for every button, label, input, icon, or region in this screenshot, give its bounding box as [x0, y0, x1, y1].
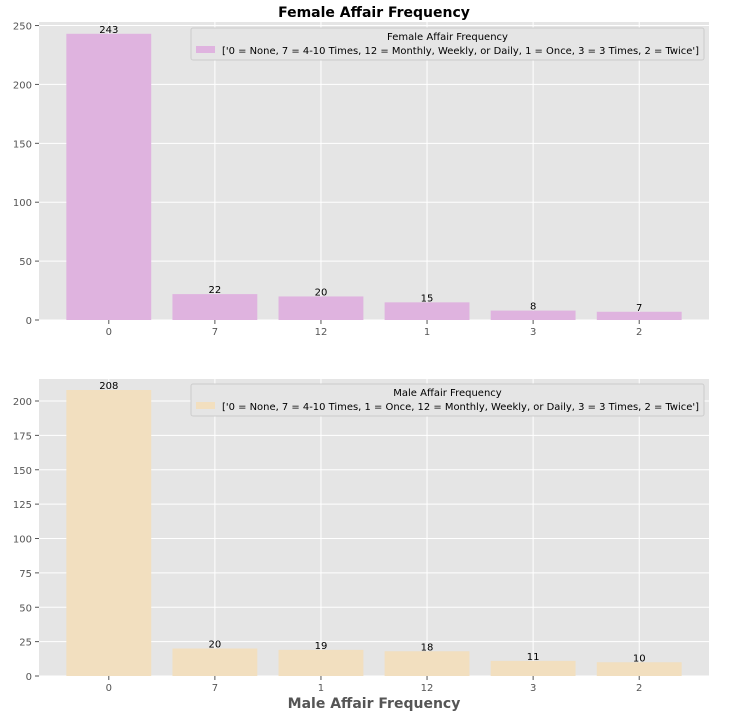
x-tick-label: 2 — [636, 683, 642, 694]
x-tick-label: 12 — [421, 683, 434, 694]
y-tick-label: 0 — [26, 316, 32, 327]
y-tick-label: 200 — [13, 397, 32, 408]
bar-value-label: 15 — [421, 293, 434, 304]
bar — [278, 296, 364, 320]
y-tick-label: 100 — [13, 198, 32, 209]
legend-title: Female Affair Frequency — [387, 32, 508, 43]
bar-value-label: 7 — [636, 303, 642, 314]
bar-value-label: 243 — [99, 25, 118, 36]
y-tick-label: 150 — [13, 139, 32, 150]
legend-title: Male Affair Frequency — [393, 388, 502, 399]
subplot-1: 0 50 100 150 200 250 243 22 20 15 8 7 0 7 12 1 3 2 Female … — [13, 5, 709, 338]
y-tick-label: 50 — [19, 257, 32, 268]
bar-value-label: 8 — [530, 302, 536, 313]
bar — [384, 651, 470, 676]
y-tick-label: 100 — [13, 535, 32, 546]
x-tick-label: 7 — [212, 683, 218, 694]
legend-swatch — [196, 402, 215, 409]
bar-value-label: 20 — [209, 640, 222, 651]
bar — [596, 311, 682, 320]
x-tick-label: 2 — [636, 327, 642, 338]
legend-swatch — [196, 46, 215, 53]
bar-value-label: 10 — [633, 653, 646, 664]
y-tick-label: 250 — [13, 22, 32, 33]
bar-value-label: 22 — [209, 285, 222, 296]
bar-value-label: 208 — [99, 381, 118, 392]
legend-box — [190, 383, 705, 417]
legend-label: ['0 = None, 7 = 4-10 Times, 12 = Monthly… — [222, 46, 699, 57]
chart-title: Female Affair Frequency — [278, 5, 470, 21]
x-axis-label: Male Affair Frequency — [288, 696, 461, 712]
x-tick-label: 7 — [212, 327, 218, 338]
x-tick-label: 1 — [318, 683, 324, 694]
bar — [66, 33, 152, 320]
y-tick-label: 150 — [13, 466, 32, 477]
bar — [172, 648, 258, 676]
x-tick-label: 1 — [424, 327, 430, 338]
x-tick-label: 3 — [530, 327, 536, 338]
x-tick-label: 0 — [106, 327, 112, 338]
bar-value-label: 19 — [315, 641, 328, 652]
bar — [384, 302, 470, 320]
bar — [172, 294, 258, 320]
bar — [490, 310, 576, 320]
bar — [278, 649, 364, 676]
legend-box — [190, 27, 705, 61]
legend: Male Affair Frequency ['0 = None, 7 = 4-1… — [190, 383, 705, 417]
x-tick-label: 3 — [530, 683, 536, 694]
bar — [490, 660, 576, 676]
bar-value-label: 11 — [527, 652, 540, 663]
legend-label: ['0 = None, 7 = 4-10 Times, 1 = Once, 12… — [222, 402, 699, 413]
y-tick-label: 50 — [19, 603, 32, 614]
x-tick-label: 0 — [106, 683, 112, 694]
bar-value-label: 20 — [315, 287, 328, 298]
y-tick-label: 75 — [19, 569, 32, 580]
bar — [66, 390, 152, 676]
bar-value-label: 18 — [421, 642, 434, 653]
y-tick-label: 25 — [19, 638, 32, 649]
y-tick-label: 200 — [13, 80, 32, 91]
bar — [596, 662, 682, 676]
legend: Female Affair Frequency ['0 = None, 7 = 4… — [190, 27, 705, 61]
y-tick-label: 0 — [26, 672, 32, 683]
y-tick-label: 175 — [13, 431, 32, 442]
x-tick-label: 12 — [315, 327, 328, 338]
y-tick-label: 125 — [13, 500, 32, 511]
